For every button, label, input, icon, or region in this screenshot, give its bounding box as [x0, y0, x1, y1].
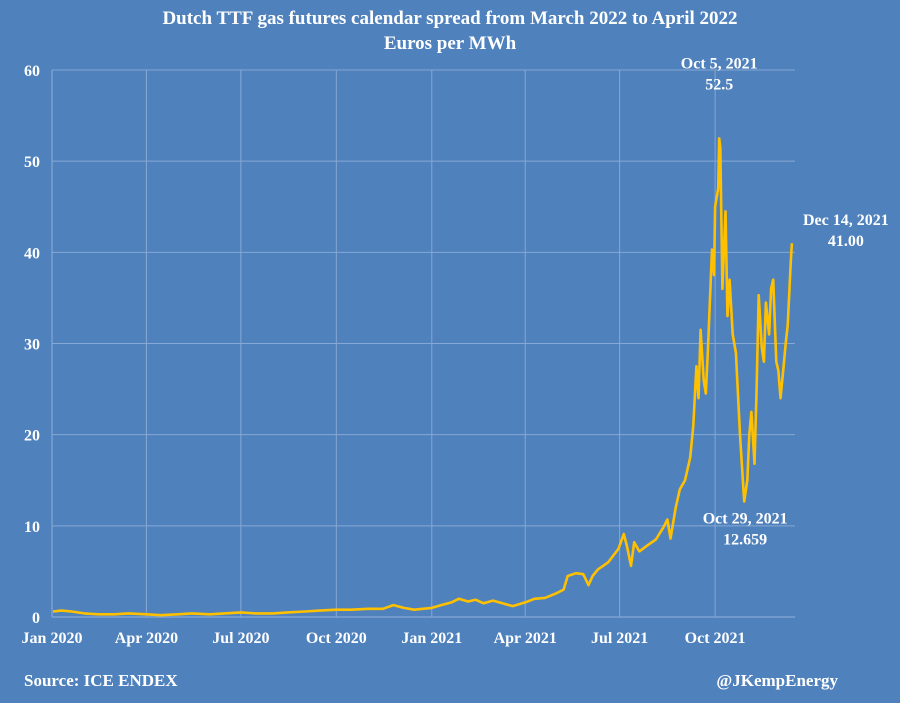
y-tick-label: 30 — [24, 337, 40, 354]
y-tick-label: 10 — [24, 519, 40, 536]
x-tick-label: Jul 2021 — [591, 630, 648, 647]
source-note: Source: ICE ENDEX — [24, 671, 178, 690]
chart-subtitle: Euros per MWh — [383, 33, 517, 54]
data-label: 52.5 — [705, 76, 733, 93]
y-tick-label: 60 — [24, 63, 40, 80]
data-label: 12.659 — [723, 532, 767, 549]
y-tick-label: 20 — [24, 428, 40, 445]
data-label: Dec 14, 2021 — [803, 212, 889, 229]
y-tick-label: 50 — [24, 154, 40, 171]
author-handle: @JKempEnergy — [716, 671, 838, 690]
series — [52, 137, 794, 617]
x-tick-label: Jan 2020 — [22, 630, 83, 647]
x-tick-label: Apr 2021 — [494, 630, 557, 647]
series-line — [52, 137, 794, 617]
x-tick-label: Jan 2021 — [401, 630, 462, 647]
y-tick-label: 40 — [24, 245, 40, 262]
chart-title: Dutch TTF gas futures calendar spread fr… — [162, 8, 738, 29]
x-tick-label: Apr 2020 — [115, 630, 178, 647]
x-tick-label: Oct 2021 — [685, 630, 746, 647]
x-tick-label: Oct 2020 — [306, 630, 367, 647]
y-tick-label: 0 — [32, 610, 40, 627]
data-label: 41.00 — [828, 233, 864, 250]
x-tick-label: Jul 2020 — [212, 630, 269, 647]
data-label: Oct 5, 2021 — [681, 55, 758, 72]
axes: 0 10 20 30 40 50 60 Jan 2020 Apr 2020 Jul 2020 Oct… — [22, 63, 795, 647]
data-label: Oct 29, 2021 — [703, 511, 788, 528]
annotations: Oct 5, 2021 52.5 Dec 14, 2021 41.00 Oct 29, … — [681, 55, 889, 548]
grid — [52, 69, 795, 617]
